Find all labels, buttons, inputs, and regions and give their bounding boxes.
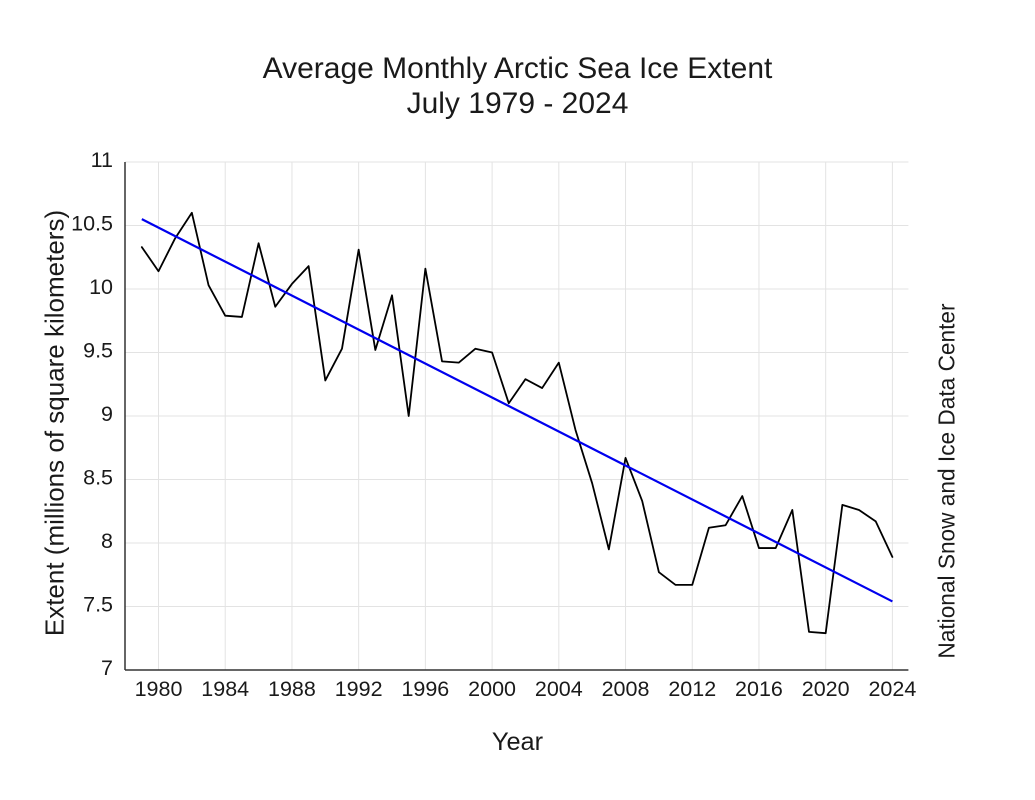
svg-text:2024: 2024 bbox=[868, 677, 916, 701]
svg-text:10.5: 10.5 bbox=[71, 212, 113, 236]
svg-text:2004: 2004 bbox=[535, 677, 583, 701]
svg-text:7.5: 7.5 bbox=[83, 593, 113, 617]
svg-text:1996: 1996 bbox=[401, 677, 449, 701]
svg-text:1988: 1988 bbox=[268, 677, 316, 701]
svg-text:9.5: 9.5 bbox=[83, 339, 113, 363]
svg-text:9: 9 bbox=[101, 402, 113, 426]
svg-text:11: 11 bbox=[91, 148, 113, 172]
svg-text:2008: 2008 bbox=[602, 677, 650, 701]
svg-text:1984: 1984 bbox=[201, 677, 249, 701]
svg-text:7: 7 bbox=[101, 656, 113, 680]
svg-text:1980: 1980 bbox=[135, 677, 183, 701]
svg-text:10: 10 bbox=[89, 275, 113, 299]
svg-text:8.5: 8.5 bbox=[83, 466, 113, 490]
svg-text:8: 8 bbox=[101, 529, 113, 553]
svg-text:2016: 2016 bbox=[735, 677, 783, 701]
svg-text:2012: 2012 bbox=[668, 677, 716, 701]
svg-text:1992: 1992 bbox=[335, 677, 383, 701]
svg-text:2020: 2020 bbox=[802, 677, 850, 701]
svg-text:2000: 2000 bbox=[468, 677, 516, 701]
